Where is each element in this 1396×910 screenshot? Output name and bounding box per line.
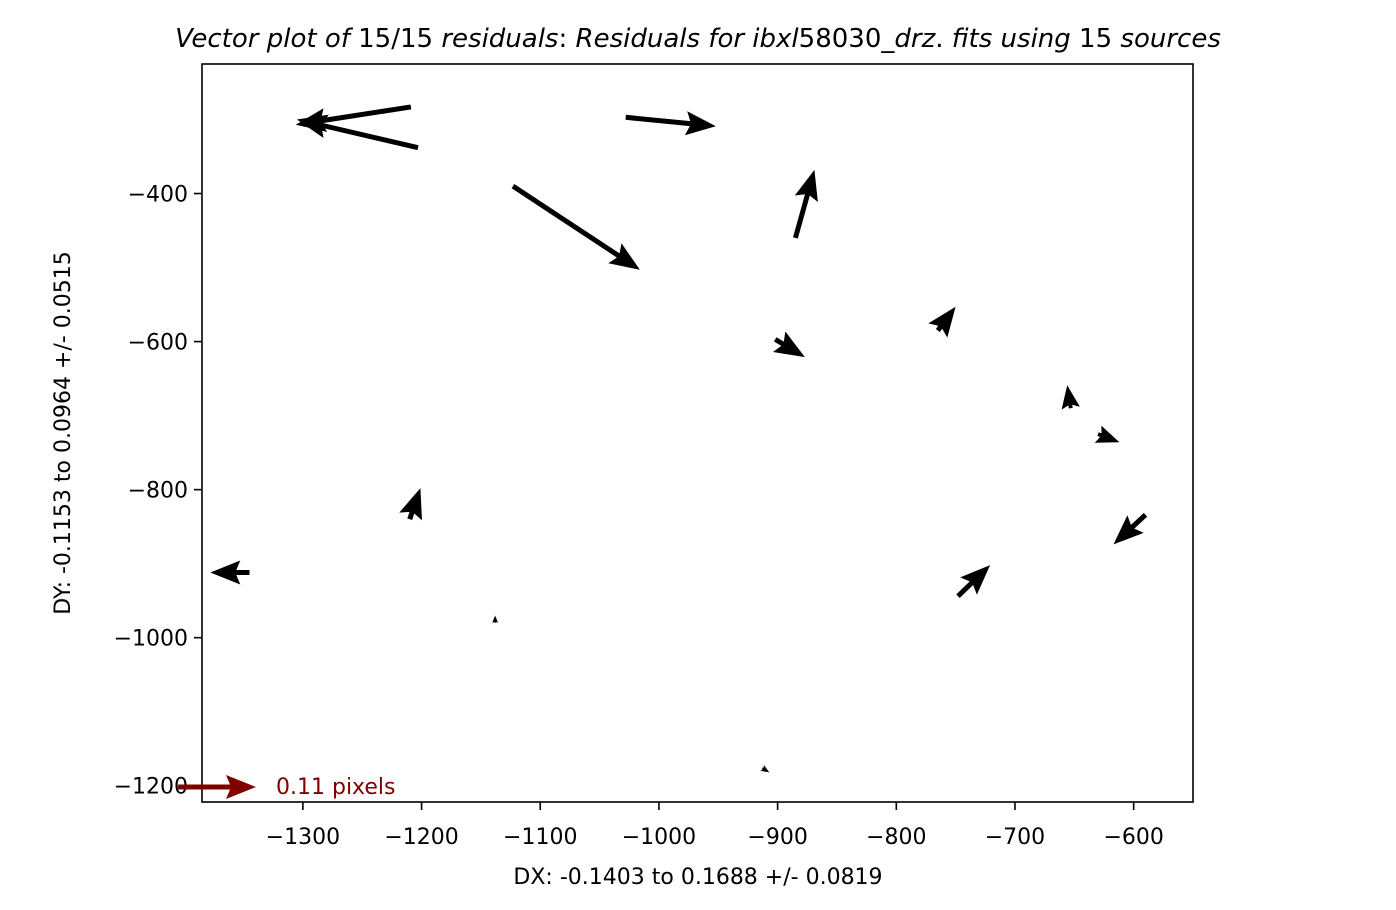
chart-title-part-0: Vector plot of [175,24,358,54]
residual-arrow [928,306,956,338]
plot-frame [201,63,1194,803]
x-tick-label: −900 [747,825,807,850]
residual-arrow [773,331,805,358]
residual-arrow [210,560,250,585]
residual-arrow [295,104,412,132]
residual-arrow [793,169,818,239]
x-tick-label: −1000 [622,825,696,850]
residual-arrow [1061,385,1080,410]
y-tick-label: −800 [128,479,188,504]
residual-arrow [492,615,499,623]
chart-title-part-9: 15 [1079,24,1112,54]
y-tick-label: −1000 [114,627,188,652]
chart-title-part-5: 58030 [799,24,882,54]
chart-title-part-7: . [935,24,952,54]
residual-arrow [399,488,422,521]
x-tick-label: −1100 [503,825,577,850]
y-axis-ticks: −400 −600 −800 −1000 −1200 [114,183,202,800]
x-tick-label: −600 [1103,825,1163,850]
residual-arrow [956,565,991,598]
quiver-key-label: 0.11 pixels [276,775,396,800]
residual-arrow [296,114,419,151]
quiver-key: 0.11 pixels [178,775,396,800]
chart-title-part-2: residuals [433,24,558,54]
chart-title-part-10: sources [1112,24,1221,54]
x-axis-label: DX: -0.1403 to 0.1688 +/- 0.0819 [513,865,882,890]
chart-title-part-1: 15/15 [358,24,433,54]
x-tick-label: −1300 [266,825,340,850]
quiver-key-arrow [178,775,256,799]
y-axis-label: DY: -0.1153 to 0.0964 +/- 0.0515 [51,251,76,614]
x-tick-label: −1200 [384,825,458,850]
chart-title-part-8: fits using [952,24,1079,54]
y-tick-label: −600 [128,331,188,356]
chart-title-part-6: _drz [880,24,936,54]
x-axis-ticks: −1300 −1200 −1100 −1000 −900 −800 −700 −600 [266,802,1164,850]
residual-vectors [210,104,1148,773]
y-tick-label: −1200 [114,775,188,800]
y-tick-label: −400 [128,183,188,208]
residual-arrow [625,111,716,136]
x-tick-label: −800 [866,825,926,850]
chart-title-part-3: : [558,24,575,54]
chart-title: Vector plot of 15/15 residuals: Residual… [175,24,1221,54]
chart-title-part-4: Residuals for ibxl [576,24,800,54]
x-tick-label: −700 [985,825,1045,850]
residual-arrow [760,765,770,773]
residual-arrow [511,184,640,270]
residual-arrow [1113,513,1148,545]
residual-arrow [1094,425,1120,443]
